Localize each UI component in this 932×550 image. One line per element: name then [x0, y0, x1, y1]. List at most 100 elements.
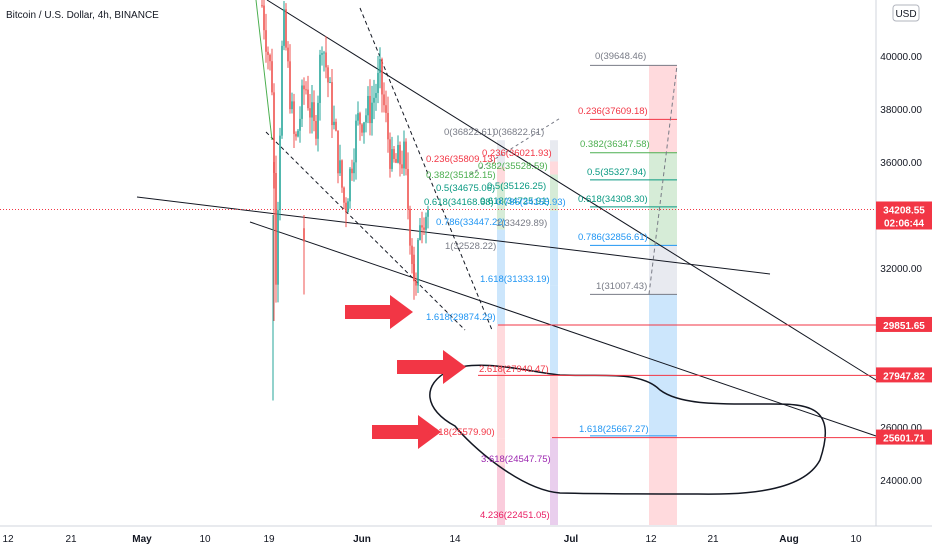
- candle-body[interactable]: [301, 85, 303, 119]
- fib-zone-2-6[interactable]: [649, 374, 677, 436]
- price-tag[interactable]: [876, 201, 932, 230]
- fib-zone-0-5[interactable]: [497, 324, 505, 376]
- candle-body[interactable]: [331, 82, 333, 126]
- fib-zone-1-5[interactable]: [550, 375, 558, 439]
- price-tag[interactable]: [876, 429, 932, 445]
- candle-body[interactable]: [377, 72, 379, 94]
- candle-body[interactable]: [367, 95, 369, 116]
- fib-zone-0-7[interactable]: [497, 438, 505, 466]
- fib-zone-1-0[interactable]: [550, 140, 558, 162]
- candle-body[interactable]: [341, 160, 343, 188]
- arrow-3[interactable]: [372, 415, 441, 449]
- candle-body[interactable]: [307, 89, 309, 109]
- candle-body[interactable]: [413, 254, 415, 282]
- arrow-2[interactable]: [397, 350, 466, 384]
- candle-body[interactable]: [335, 121, 337, 131]
- candle-body[interactable]: [345, 202, 347, 213]
- candle-body[interactable]: [359, 113, 361, 125]
- candle-body[interactable]: [383, 94, 385, 106]
- candle-body[interactable]: [333, 121, 335, 126]
- candle-body[interactable]: [423, 227, 425, 230]
- candle-body[interactable]: [271, 61, 273, 93]
- candle-body[interactable]: [379, 59, 381, 73]
- fib-zone-0-1[interactable]: [497, 167, 505, 184]
- fib-zone-1-2[interactable]: [550, 174, 558, 211]
- candle-body[interactable]: [277, 210, 279, 285]
- candle-body[interactable]: [393, 149, 395, 159]
- candle-body[interactable]: [295, 133, 297, 137]
- candle-body[interactable]: [403, 141, 405, 169]
- fib-zone-1-1[interactable]: [550, 161, 558, 175]
- candle-body[interactable]: [375, 93, 377, 98]
- fib-zone-0-6[interactable]: [497, 375, 505, 439]
- candle-body[interactable]: [321, 53, 323, 55]
- candle-body[interactable]: [297, 130, 299, 137]
- candle-body[interactable]: [317, 102, 319, 139]
- candle-body[interactable]: [313, 102, 315, 122]
- candle-body[interactable]: [315, 121, 317, 139]
- trendline-lower[interactable]: [249, 221, 877, 437]
- candle-body[interactable]: [391, 149, 393, 169]
- candle-body[interactable]: [411, 245, 413, 265]
- candle-body[interactable]: [323, 52, 325, 54]
- candle-body[interactable]: [355, 120, 357, 163]
- candle-body[interactable]: [273, 162, 275, 189]
- candle-body[interactable]: [287, 47, 289, 62]
- candle-body[interactable]: [405, 141, 407, 169]
- candle-body[interactable]: [381, 59, 383, 95]
- candle-body[interactable]: [343, 187, 345, 203]
- price-tag[interactable]: [876, 367, 932, 383]
- candle-body[interactable]: [279, 135, 281, 211]
- fib-zone-2-0[interactable]: [649, 65, 677, 120]
- candle-body[interactable]: [267, 51, 269, 55]
- candle-body[interactable]: [303, 228, 305, 242]
- fib-zone-2-3[interactable]: [649, 206, 677, 246]
- fib-zone-2-1[interactable]: [649, 119, 677, 153]
- candle-body[interactable]: [349, 168, 351, 202]
- candle-body[interactable]: [407, 168, 409, 209]
- candle-body[interactable]: [291, 101, 293, 110]
- fib-zone-1-6[interactable]: [550, 438, 558, 466]
- candle-body[interactable]: [389, 139, 391, 169]
- candle-body[interactable]: [325, 52, 327, 68]
- candle-body[interactable]: [293, 101, 295, 134]
- candle-body[interactable]: [273, 92, 275, 174]
- fib-zone-2-5[interactable]: [649, 294, 677, 374]
- candle-body[interactable]: [385, 105, 387, 113]
- candle-body[interactable]: [281, 45, 283, 136]
- candle-body[interactable]: [347, 201, 349, 213]
- currency-badge[interactable]: [892, 4, 920, 22]
- candle-body[interactable]: [283, 9, 285, 46]
- candle-body[interactable]: [327, 67, 329, 83]
- candle-body[interactable]: [275, 173, 277, 285]
- candle-body[interactable]: [261, 5, 263, 7]
- candle-body[interactable]: [363, 122, 365, 133]
- arrow-1[interactable]: [345, 295, 413, 329]
- candle-body[interactable]: [353, 162, 355, 174]
- fib-zone-1-4[interactable]: [550, 285, 558, 376]
- candle-body[interactable]: [303, 85, 305, 90]
- candle-body[interactable]: [361, 124, 363, 133]
- candle-body[interactable]: [265, 30, 267, 52]
- candle-body[interactable]: [329, 82, 331, 84]
- fib-zone-1-7[interactable]: [550, 465, 558, 525]
- candle-body[interactable]: [339, 160, 341, 174]
- fib-zone-1-3[interactable]: [550, 210, 558, 286]
- candle-body[interactable]: [427, 209, 429, 217]
- fib-zone-0-4[interactable]: [497, 307, 505, 325]
- projection-dash[interactable]: [648, 65, 678, 295]
- candles[interactable]: [261, 0, 429, 401]
- candle-body[interactable]: [387, 112, 389, 140]
- candle-body[interactable]: [311, 102, 313, 118]
- candle-body[interactable]: [371, 102, 373, 124]
- indicator-line[interactable]: [255, 0, 273, 141]
- trendline-upper[interactable]: [266, 0, 877, 381]
- candle-body[interactable]: [425, 216, 427, 230]
- candle-body[interactable]: [351, 168, 353, 174]
- fib-zone-0-3[interactable]: [497, 229, 505, 308]
- candle-body[interactable]: [337, 130, 339, 174]
- candle-body[interactable]: [309, 108, 311, 118]
- candle-body[interactable]: [417, 239, 419, 286]
- fib-zone-0-8[interactable]: [497, 465, 505, 525]
- candle-body[interactable]: [285, 9, 287, 48]
